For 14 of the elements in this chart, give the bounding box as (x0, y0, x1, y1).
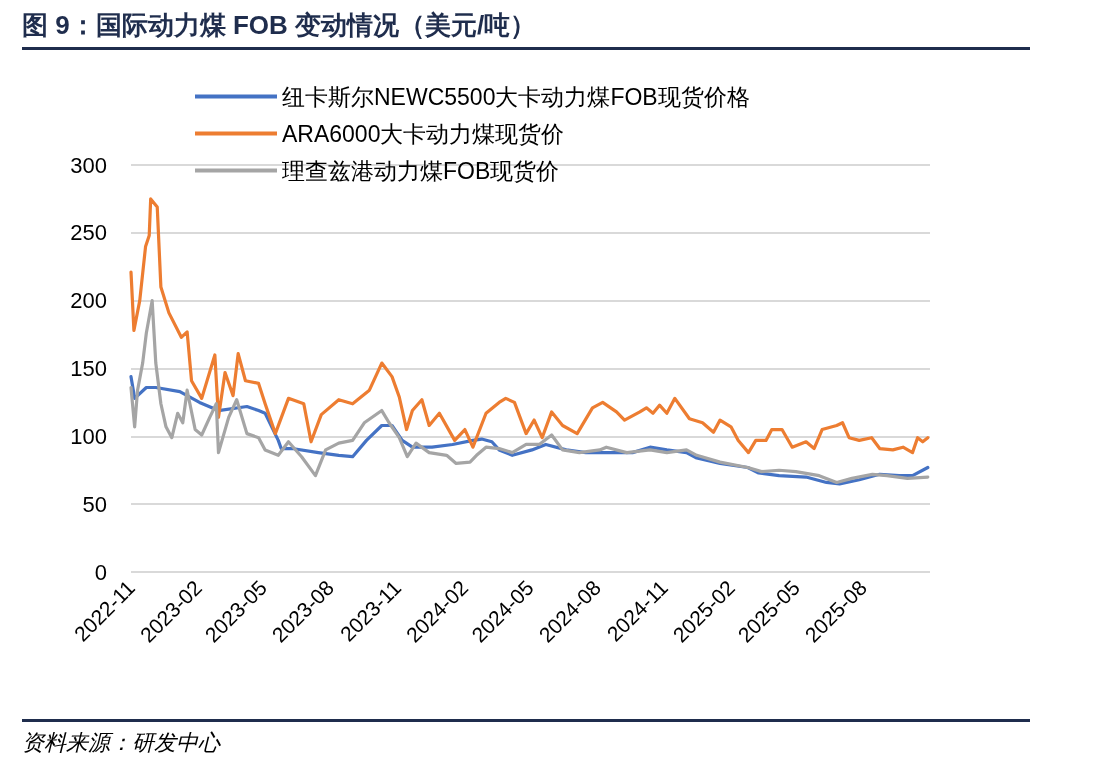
y-tick-label: 0 (94, 559, 107, 585)
y-tick-label: 50 (82, 491, 107, 517)
y-tick-label: 300 (70, 152, 107, 178)
legend-label: 纽卡斯尔NEWC5500大卡动力煤FOB现货价格 (282, 83, 750, 110)
legend-label: ARA6000大卡动力煤现货价 (282, 120, 565, 147)
y-tick-label: 100 (70, 423, 107, 449)
text: 资料来源：研发中心 (22, 729, 220, 757)
chart-title: 图 9：国际动力煤 FOB 变动情况（美元/吨） (22, 9, 537, 42)
line-series (129, 197, 930, 455)
line-series (129, 299, 930, 485)
y-tick-label: 150 (70, 356, 107, 381)
y-tick-label: 200 (70, 288, 107, 314)
y-tick-label: 250 (70, 220, 107, 246)
legend-label: 理查兹港动力煤FOB现货价 (282, 157, 560, 184)
